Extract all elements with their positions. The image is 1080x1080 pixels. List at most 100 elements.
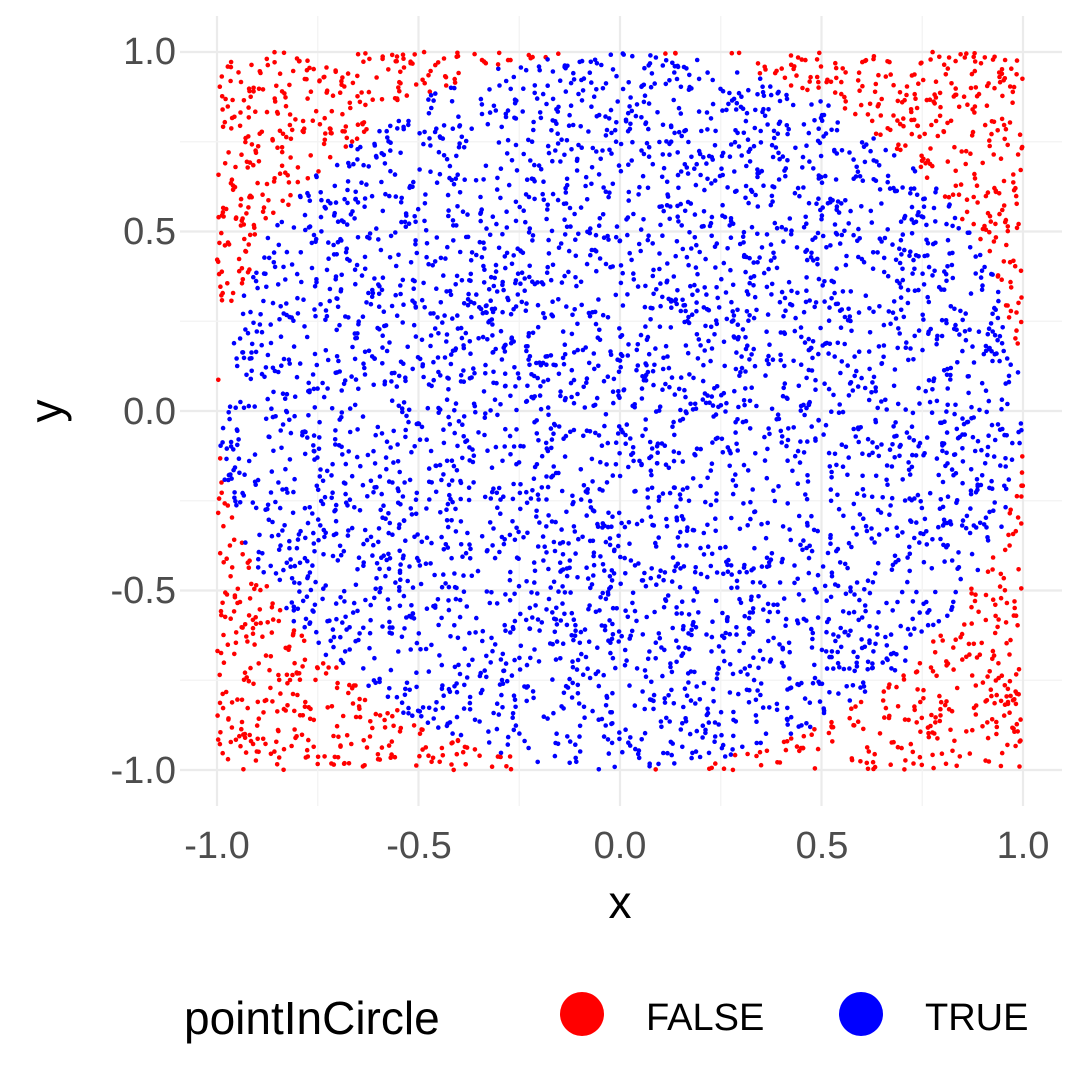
point-true bbox=[1010, 440, 1015, 446]
point-true bbox=[507, 598, 513, 603]
point-true bbox=[326, 240, 331, 245]
point-false bbox=[980, 680, 986, 685]
point-true bbox=[782, 331, 788, 337]
point-true bbox=[253, 482, 258, 488]
point-false bbox=[970, 107, 975, 112]
point-true bbox=[983, 343, 989, 349]
point-true bbox=[802, 340, 808, 345]
point-true bbox=[554, 639, 560, 644]
point-false bbox=[220, 691, 225, 697]
point-true bbox=[627, 104, 632, 109]
point-true bbox=[418, 647, 423, 652]
point-true bbox=[578, 205, 584, 210]
point-true bbox=[560, 329, 566, 334]
point-false bbox=[391, 723, 396, 729]
point-true bbox=[890, 242, 895, 247]
point-true bbox=[400, 277, 406, 283]
point-true bbox=[791, 358, 796, 364]
point-true bbox=[810, 237, 815, 243]
point-true bbox=[467, 556, 473, 561]
point-true bbox=[658, 222, 663, 228]
point-true bbox=[395, 442, 400, 447]
point-true bbox=[816, 196, 821, 201]
point-true bbox=[911, 357, 916, 362]
point-false bbox=[347, 100, 353, 106]
point-true bbox=[581, 433, 586, 439]
point-true bbox=[246, 458, 252, 464]
point-true bbox=[646, 154, 652, 159]
point-false bbox=[923, 161, 928, 166]
point-false bbox=[250, 617, 256, 623]
point-true bbox=[434, 700, 439, 705]
point-true bbox=[724, 400, 729, 406]
point-true bbox=[237, 336, 243, 341]
point-true bbox=[735, 585, 740, 590]
point-true bbox=[456, 419, 462, 424]
point-true bbox=[661, 208, 666, 214]
point-false bbox=[264, 109, 270, 115]
point-false bbox=[818, 64, 824, 69]
point-true bbox=[727, 90, 732, 96]
point-true bbox=[414, 250, 420, 256]
point-true bbox=[287, 314, 292, 320]
point-true bbox=[729, 98, 735, 103]
point-true bbox=[658, 719, 664, 724]
point-true bbox=[255, 285, 260, 291]
point-true bbox=[514, 98, 519, 103]
point-true bbox=[253, 278, 259, 284]
point-true bbox=[307, 621, 312, 626]
point-true bbox=[859, 645, 865, 651]
point-true bbox=[705, 544, 711, 549]
point-true bbox=[602, 623, 608, 629]
point-false bbox=[800, 85, 805, 91]
point-true bbox=[892, 455, 897, 460]
point-true bbox=[238, 399, 243, 405]
point-true bbox=[620, 303, 626, 308]
point-true bbox=[364, 537, 370, 543]
point-true bbox=[875, 250, 880, 255]
point-true bbox=[562, 232, 568, 237]
point-true bbox=[560, 601, 565, 606]
point-false bbox=[990, 597, 996, 602]
point-false bbox=[277, 607, 283, 613]
point-true bbox=[447, 720, 453, 725]
point-true bbox=[561, 361, 567, 367]
point-true bbox=[412, 444, 418, 449]
point-false bbox=[872, 89, 878, 95]
point-true bbox=[816, 679, 821, 685]
point-false bbox=[360, 121, 366, 127]
point-true bbox=[824, 666, 830, 671]
point-true bbox=[396, 525, 402, 531]
point-true bbox=[494, 187, 500, 192]
point-false bbox=[1018, 167, 1023, 173]
point-true bbox=[763, 535, 769, 541]
point-true bbox=[756, 665, 761, 671]
point-true bbox=[733, 430, 738, 435]
point-true bbox=[347, 497, 353, 503]
point-true bbox=[331, 242, 336, 248]
point-true bbox=[600, 590, 605, 596]
point-true bbox=[269, 533, 275, 539]
point-true bbox=[445, 545, 451, 550]
point-false bbox=[978, 236, 983, 242]
point-true bbox=[362, 365, 367, 371]
point-true bbox=[708, 116, 714, 121]
point-false bbox=[304, 76, 309, 82]
point-true bbox=[584, 376, 590, 381]
point-true bbox=[643, 674, 649, 679]
point-true bbox=[671, 458, 677, 464]
point-true bbox=[720, 108, 725, 113]
point-true bbox=[428, 93, 434, 98]
point-true bbox=[755, 171, 760, 176]
point-true bbox=[964, 513, 970, 519]
point-true bbox=[924, 222, 929, 228]
point-true bbox=[397, 603, 403, 609]
point-true bbox=[813, 300, 819, 305]
point-true bbox=[564, 622, 570, 628]
point-true bbox=[410, 184, 415, 190]
point-true bbox=[702, 391, 708, 396]
point-true bbox=[861, 684, 867, 689]
point-true bbox=[303, 227, 308, 233]
point-true bbox=[571, 637, 576, 643]
point-false bbox=[217, 84, 223, 89]
